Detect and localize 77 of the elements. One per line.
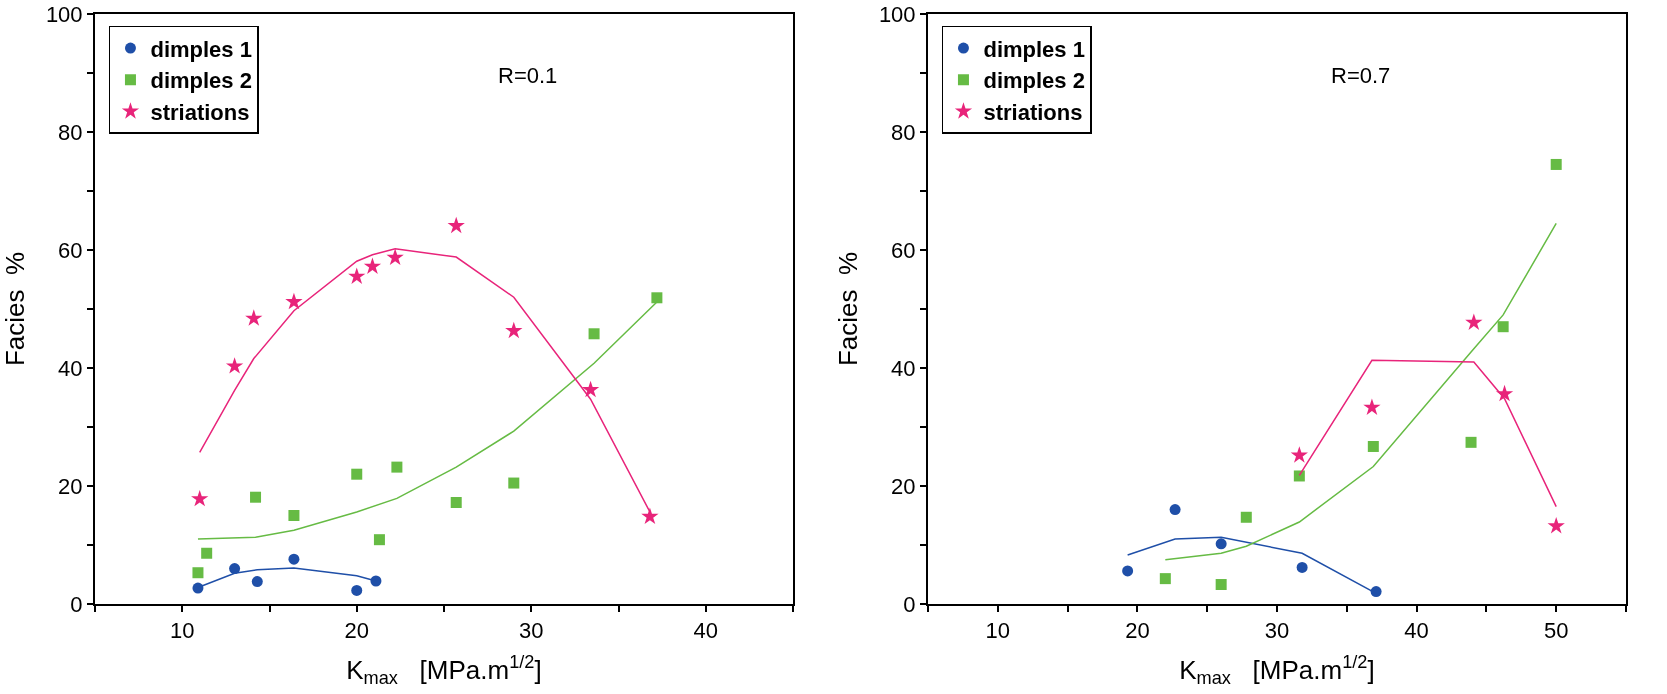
point xyxy=(1465,436,1477,448)
y-tick-label: 80 xyxy=(891,119,916,145)
annotation: R=0.7 xyxy=(1331,63,1391,88)
point xyxy=(386,248,404,266)
x-tick-label: 20 xyxy=(344,618,369,644)
x-tick-label: 10 xyxy=(170,618,195,644)
annotation: R=0.1 xyxy=(498,63,558,88)
point xyxy=(351,584,363,596)
point xyxy=(391,461,403,473)
y-tick-label: 0 xyxy=(70,591,83,617)
point xyxy=(229,563,241,575)
point xyxy=(508,477,520,489)
x-tick-label: 10 xyxy=(985,618,1011,644)
point xyxy=(373,534,385,546)
point xyxy=(1550,158,1562,170)
point xyxy=(351,468,363,480)
x-axis-title: K$_{max}$ [MPa.m$^{1/2}$] xyxy=(346,651,542,689)
legend-label: dimples 1 xyxy=(150,36,252,62)
point xyxy=(250,491,262,503)
point xyxy=(1547,517,1565,534)
point xyxy=(1497,321,1509,333)
point xyxy=(581,380,600,398)
line-series xyxy=(1164,222,1557,561)
point xyxy=(651,292,663,304)
point xyxy=(447,216,465,234)
point xyxy=(201,547,213,559)
y-axis-title: Facies % xyxy=(0,251,30,367)
y-tick-label: 60 xyxy=(891,237,916,263)
y-tick-label: 40 xyxy=(58,355,83,381)
x-axis-title: K$_{max}$ [MPa.m$^{1/2}$] xyxy=(1179,651,1375,689)
point xyxy=(588,328,600,340)
point xyxy=(1169,504,1181,516)
point xyxy=(1122,565,1134,577)
point xyxy=(1465,313,1483,330)
point xyxy=(251,576,263,588)
x-tick-label: 20 xyxy=(1125,618,1150,644)
x-tick-label: 50 xyxy=(1543,618,1569,644)
y-tick-label: 20 xyxy=(891,473,916,499)
x-tick-label: 40 xyxy=(693,618,718,644)
point xyxy=(1296,561,1308,573)
legend-label: dimples 2 xyxy=(983,68,1085,94)
legend-label: dimples 1 xyxy=(983,36,1085,62)
y-tick-label: 100 xyxy=(878,1,916,27)
point xyxy=(363,257,382,274)
y-tick-label: 60 xyxy=(58,237,83,263)
legend-label: striations xyxy=(150,99,250,125)
point xyxy=(348,267,366,284)
legend-label: striations xyxy=(983,99,1083,125)
point xyxy=(641,507,659,525)
point xyxy=(1367,440,1379,452)
legend-label: dimples 2 xyxy=(150,68,252,94)
point xyxy=(1290,446,1308,463)
point xyxy=(1159,573,1171,585)
y-tick-label: 0 xyxy=(903,591,916,617)
point xyxy=(1215,579,1227,591)
y-tick-label: 80 xyxy=(58,119,83,145)
point xyxy=(1240,511,1252,523)
point xyxy=(288,510,300,521)
point xyxy=(1215,538,1227,550)
point xyxy=(288,553,300,565)
y-tick-label: 20 xyxy=(58,473,83,499)
point xyxy=(1293,470,1305,482)
x-tick-label: 40 xyxy=(1404,618,1429,644)
point xyxy=(285,292,303,310)
point xyxy=(1363,398,1381,415)
point xyxy=(1495,384,1514,402)
point xyxy=(191,489,209,507)
point xyxy=(225,357,244,374)
point xyxy=(450,497,462,509)
y-tick-label: 40 xyxy=(891,355,916,381)
y-tick-label: 100 xyxy=(45,1,83,27)
point xyxy=(505,321,523,339)
point xyxy=(192,567,204,579)
y-axis-title: Facies % xyxy=(833,251,863,367)
x-tick-label: 30 xyxy=(1264,618,1290,644)
x-tick-label: 30 xyxy=(519,618,544,644)
point xyxy=(245,309,263,326)
